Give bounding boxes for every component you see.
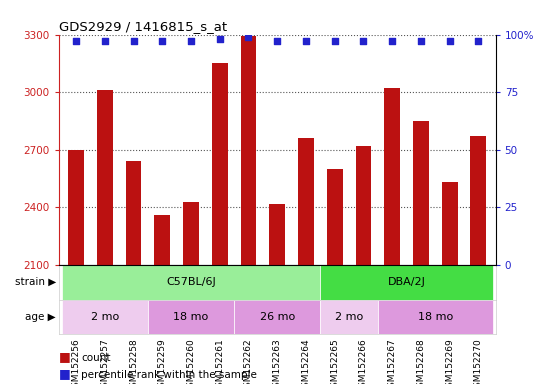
Bar <box>442 182 458 265</box>
Point <box>215 36 224 42</box>
Point <box>417 38 426 45</box>
Point <box>359 38 368 45</box>
Point <box>158 38 167 45</box>
Point <box>330 38 339 45</box>
Text: GSM152266: GSM152266 <box>359 338 368 384</box>
Point <box>72 38 81 45</box>
Text: GSM152263: GSM152263 <box>273 338 282 384</box>
Bar <box>97 90 113 265</box>
Text: DBA/2J: DBA/2J <box>388 277 426 287</box>
Text: count: count <box>81 353 111 363</box>
Bar <box>320 300 378 334</box>
Bar <box>470 136 486 265</box>
Text: GSM152265: GSM152265 <box>330 338 339 384</box>
Bar <box>68 150 84 265</box>
Text: GSM152258: GSM152258 <box>129 338 138 384</box>
Text: 2 mo: 2 mo <box>335 312 363 322</box>
Bar <box>234 300 320 334</box>
Bar <box>148 300 234 334</box>
Bar <box>62 300 148 334</box>
Bar <box>155 215 170 265</box>
Text: 2 mo: 2 mo <box>91 312 119 322</box>
Bar <box>378 300 493 334</box>
Text: 26 mo: 26 mo <box>260 312 295 322</box>
Bar <box>212 63 227 265</box>
Text: GSM152259: GSM152259 <box>158 338 167 384</box>
Point <box>100 38 109 45</box>
Text: C57BL/6J: C57BL/6J <box>166 277 216 287</box>
Text: GDS2929 / 1416815_s_at: GDS2929 / 1416815_s_at <box>59 20 227 33</box>
Bar <box>413 121 429 265</box>
Text: percentile rank within the sample: percentile rank within the sample <box>81 370 257 380</box>
Text: ■: ■ <box>59 367 74 380</box>
Point <box>273 38 282 45</box>
Text: strain ▶: strain ▶ <box>15 277 56 287</box>
Text: GSM152268: GSM152268 <box>417 338 426 384</box>
Bar <box>269 204 285 265</box>
Text: GSM152261: GSM152261 <box>215 338 224 384</box>
Bar <box>356 146 371 265</box>
Bar <box>320 265 493 300</box>
Bar <box>125 161 142 265</box>
Bar <box>62 265 320 300</box>
Text: GSM152262: GSM152262 <box>244 338 253 384</box>
Bar <box>327 169 343 265</box>
Point <box>445 38 454 45</box>
Text: age ▶: age ▶ <box>25 312 56 322</box>
Text: 18 mo: 18 mo <box>174 312 209 322</box>
Text: GSM152264: GSM152264 <box>301 338 310 384</box>
Text: 18 mo: 18 mo <box>418 312 453 322</box>
Point <box>301 38 310 45</box>
Text: GSM152269: GSM152269 <box>445 338 454 384</box>
Point <box>244 34 253 40</box>
Point <box>388 38 396 45</box>
Bar <box>384 88 400 265</box>
Text: GSM152257: GSM152257 <box>100 338 109 384</box>
Text: GSM152267: GSM152267 <box>388 338 396 384</box>
Bar <box>183 202 199 265</box>
Text: GSM152260: GSM152260 <box>186 338 195 384</box>
Bar <box>298 138 314 265</box>
Point <box>186 38 195 45</box>
Text: GSM152270: GSM152270 <box>474 338 483 384</box>
Bar <box>241 36 256 265</box>
Text: ■: ■ <box>59 350 74 363</box>
Point <box>129 38 138 45</box>
Point <box>474 38 483 45</box>
Text: GSM152256: GSM152256 <box>72 338 81 384</box>
